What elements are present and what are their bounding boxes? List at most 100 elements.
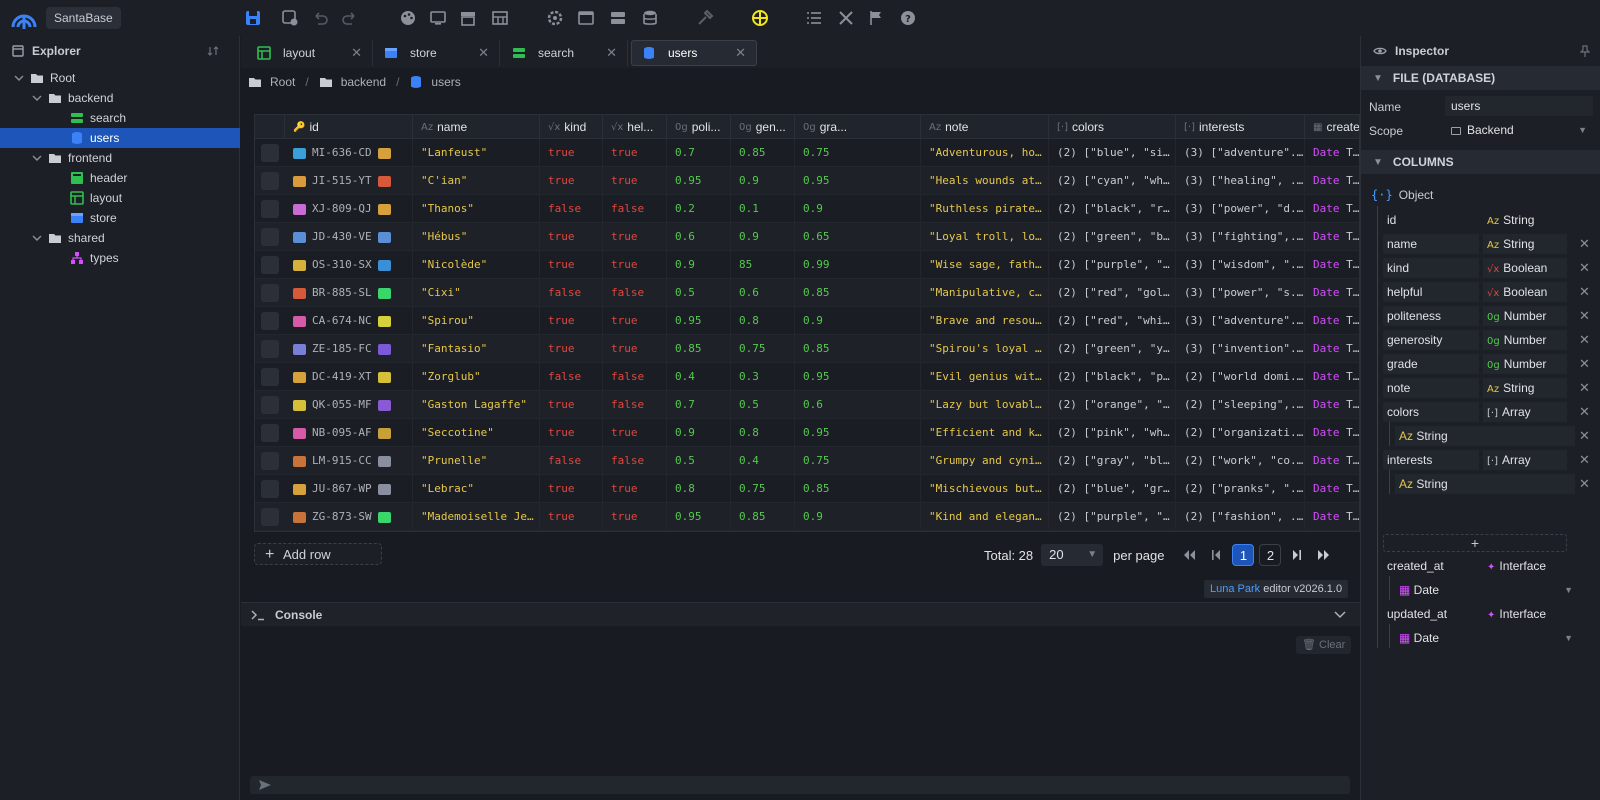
cell-kind[interactable]: true <box>540 503 603 531</box>
palette-icon[interactable] <box>398 8 418 28</box>
target-icon[interactable] <box>750 8 770 28</box>
cell-helpful[interactable]: true <box>603 223 667 251</box>
column-name-input[interactable]: note <box>1383 378 1479 398</box>
table-row[interactable]: OS-310-SX "Nicolède" true true 0.9 85 0.99 "Wis… <box>255 251 1359 279</box>
table-row[interactable]: QK-055-MF "Gaston Lagaffe" true false 0.7 0.5… <box>255 391 1359 419</box>
column-name-input[interactable]: colors <box>1383 402 1479 422</box>
column-header-created_at[interactable]: ▦created_at <box>1305 115 1359 139</box>
cell-name[interactable]: "Spirou" <box>413 307 540 335</box>
cell-grade[interactable]: 0.65 <box>795 223 921 251</box>
interface-name[interactable]: created_at <box>1387 559 1444 573</box>
cell-colors[interactable]: (2) ["blue", "si... <box>1049 139 1176 167</box>
cell-interests[interactable]: (2) ["pranks", "... <box>1176 475 1305 503</box>
row-select-checkbox[interactable] <box>261 368 279 386</box>
chevron-down-icon[interactable] <box>32 235 44 241</box>
cell-politeness[interactable]: 0.8 <box>667 475 731 503</box>
tree-item-store[interactable]: store <box>0 208 240 228</box>
table-row[interactable]: JU-867-WP "Lebrac" true true 0.8 0.75 0.85 "Mis… <box>255 475 1359 503</box>
chevron-down-icon[interactable] <box>32 155 44 161</box>
cell-helpful[interactable]: true <box>603 475 667 503</box>
cell-generosity[interactable]: 0.1 <box>731 195 795 223</box>
tree-item-users[interactable]: users <box>0 128 240 148</box>
cell-interests[interactable]: (3) ["fighting",... <box>1176 223 1305 251</box>
cell-note[interactable]: "Ruthless pirate... <box>921 195 1049 223</box>
cell-id[interactable]: NB-095-AF <box>285 419 413 447</box>
cell-generosity[interactable]: 0.9 <box>731 167 795 195</box>
cell-grade[interactable]: 0.95 <box>795 363 921 391</box>
cell-helpful[interactable]: false <box>603 279 667 307</box>
cell-politeness[interactable]: 0.4 <box>667 363 731 391</box>
app-name[interactable]: SantaBase <box>46 7 121 29</box>
cell-grade[interactable]: 0.75 <box>795 139 921 167</box>
column-header-generosity[interactable]: 0g gen... <box>731 115 795 139</box>
cell-note[interactable]: "Kind and elegan... <box>921 503 1049 531</box>
last-page-icon[interactable] <box>1313 544 1335 566</box>
cell-id[interactable]: XJ-809-QJ <box>285 195 413 223</box>
cell-helpful[interactable]: true <box>603 335 667 363</box>
tree-item-types[interactable]: types <box>0 248 240 268</box>
remove-column-icon[interactable]: ✕ <box>1579 380 1590 395</box>
cell-helpful[interactable]: true <box>603 139 667 167</box>
cell-note[interactable]: "Efficient and k... <box>921 419 1049 447</box>
column-name-input[interactable]: kind <box>1383 258 1479 278</box>
cell-note[interactable]: "Grumpy and cyni... <box>921 447 1049 475</box>
column-header-grade[interactable]: 0g gra... <box>795 115 921 139</box>
column-type-select[interactable]: √x Boolean <box>1483 282 1567 302</box>
remove-item-icon[interactable]: ✕ <box>1579 476 1590 491</box>
cell-note[interactable]: "Loyal troll, lo... <box>921 223 1049 251</box>
send-icon[interactable] <box>258 779 272 791</box>
cell-colors[interactable]: (2) ["red", "whi... <box>1049 307 1176 335</box>
cell-politeness[interactable]: 0.5 <box>667 447 731 475</box>
add-column-button[interactable]: + <box>1383 534 1567 552</box>
row-select-checkbox[interactable] <box>261 396 279 414</box>
cell-helpful[interactable]: true <box>603 307 667 335</box>
cell-generosity[interactable]: 0.85 <box>731 139 795 167</box>
redo-icon[interactable] <box>340 8 360 28</box>
cell-created_at[interactable]: Date Tue Nov 04 ... <box>1305 195 1359 223</box>
cell-id[interactable]: DC-419-XT <box>285 363 413 391</box>
column-header-colors[interactable]: [·] colors <box>1049 115 1176 139</box>
tree-item-frontend[interactable]: frontend <box>0 148 240 168</box>
next-page-icon[interactable] <box>1286 544 1308 566</box>
cell-interests[interactable]: (2) ["sleeping",... <box>1176 391 1305 419</box>
hammer-icon[interactable] <box>695 8 715 28</box>
cell-name[interactable]: "C'ian" <box>413 167 540 195</box>
interface-item[interactable]: ▦ Date ▼ <box>1395 580 1575 600</box>
remove-item-icon[interactable]: ✕ <box>1579 428 1590 443</box>
cell-id[interactable]: JU-867-WP <box>285 475 413 503</box>
remove-column-icon[interactable]: ✕ <box>1579 332 1590 347</box>
cell-created_at[interactable]: Date Tue Nov 04 ... <box>1305 251 1359 279</box>
cell-name[interactable]: "Zorglub" <box>413 363 540 391</box>
interface-name[interactable]: updated_at <box>1387 607 1448 621</box>
remove-column-icon[interactable]: ✕ <box>1579 260 1590 275</box>
cell-colors[interactable]: (2) ["pink", "wh... <box>1049 419 1176 447</box>
table-row[interactable]: MI-636-CD "Lanfeust" true true 0.7 0.85 0.75 "A… <box>255 139 1359 167</box>
column-header-kind[interactable]: √x kind <box>540 115 603 139</box>
row-select-checkbox[interactable] <box>261 284 279 302</box>
cell-helpful[interactable]: false <box>603 195 667 223</box>
columns-section-header[interactable]: ▼ COLUMNS <box>1361 150 1600 174</box>
row-select-checkbox[interactable] <box>261 480 279 498</box>
table-row[interactable]: NB-095-AF "Seccotine" true true 0.9 0.8 0.95 "E… <box>255 419 1359 447</box>
column-name-input[interactable]: helpful <box>1383 282 1479 302</box>
cell-name[interactable]: "Fantasio" <box>413 335 540 363</box>
undo-icon[interactable] <box>310 8 330 28</box>
cell-note[interactable]: "Lazy but lovabl... <box>921 391 1049 419</box>
cell-generosity[interactable]: 0.5 <box>731 391 795 419</box>
table-row[interactable]: DC-419-XT "Zorglub" false false 0.4 0.3 0.95 "E… <box>255 363 1359 391</box>
cell-grade[interactable]: 0.9 <box>795 195 921 223</box>
column-name-input[interactable]: generosity <box>1383 330 1479 350</box>
cell-colors[interactable]: (2) ["green", "y... <box>1049 335 1176 363</box>
cell-created_at[interactable]: Date Tue Nov 04 ... <box>1305 335 1359 363</box>
file-section-header[interactable]: ▼ FILE (DATABASE) <box>1361 66 1600 90</box>
cell-colors[interactable]: (2) ["black", "p... <box>1049 363 1176 391</box>
column-type-select[interactable]: 0g Number <box>1483 354 1567 374</box>
cell-note[interactable]: "Mischievous but... <box>921 475 1049 503</box>
console-header[interactable]: Console <box>241 602 1360 626</box>
row-select-checkbox[interactable] <box>261 172 279 190</box>
cell-note[interactable]: "Wise sage, fath... <box>921 251 1049 279</box>
row-select-checkbox[interactable] <box>261 452 279 470</box>
table-row[interactable]: ZE-185-FC "Fantasio" true true 0.85 0.75 0.85 "… <box>255 335 1359 363</box>
page-2-button[interactable]: 2 <box>1259 544 1282 566</box>
remove-column-icon[interactable]: ✕ <box>1579 356 1590 371</box>
